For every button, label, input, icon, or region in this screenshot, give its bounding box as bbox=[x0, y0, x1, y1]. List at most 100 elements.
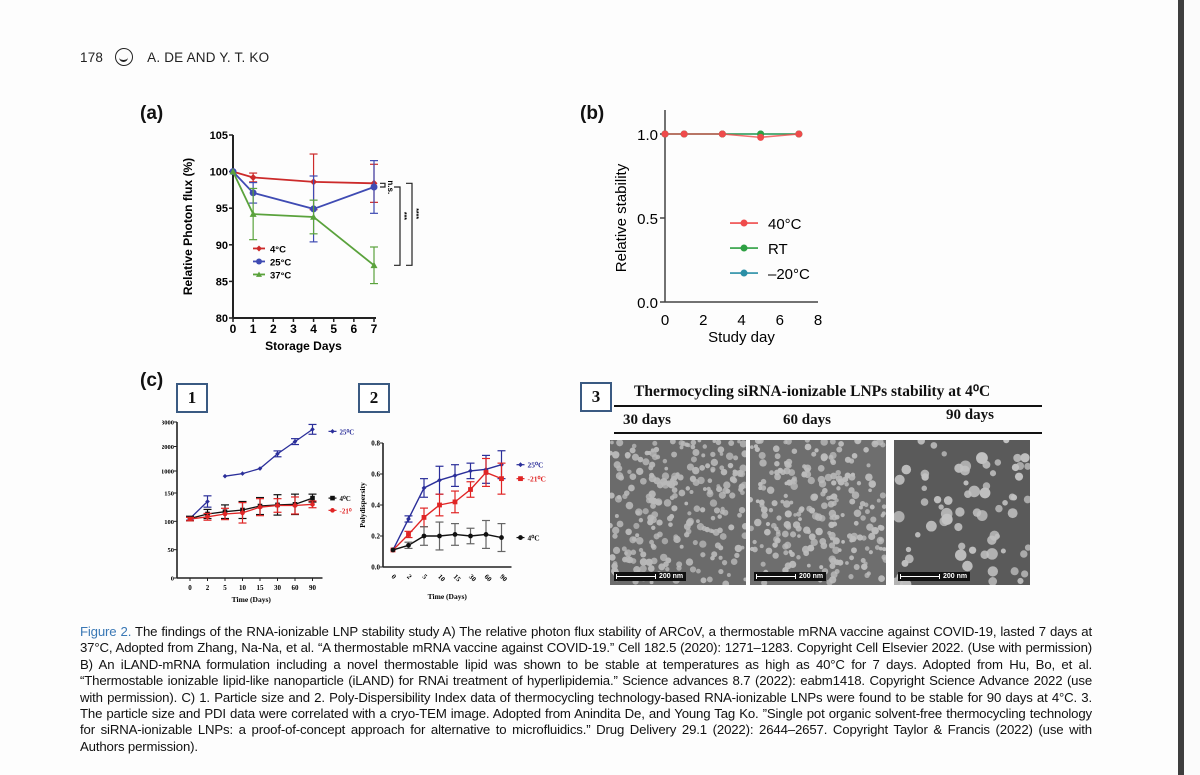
nanoparticle bbox=[771, 500, 778, 507]
nanoparticle bbox=[649, 580, 654, 585]
nanoparticle bbox=[817, 464, 825, 472]
nanoparticle bbox=[612, 546, 621, 554]
nanoparticle bbox=[921, 485, 928, 492]
nanoparticle bbox=[649, 539, 654, 545]
nanoparticle bbox=[685, 486, 691, 491]
nanoparticle bbox=[616, 495, 622, 500]
nanoparticle bbox=[753, 518, 762, 527]
nanoparticle bbox=[624, 451, 631, 459]
nanoparticle bbox=[766, 486, 775, 494]
legend-marker bbox=[740, 269, 748, 277]
nanoparticle bbox=[741, 450, 746, 458]
nanoparticle bbox=[739, 440, 746, 448]
bracket-ns bbox=[380, 182, 386, 188]
nanoparticle bbox=[704, 526, 710, 533]
nanoparticle bbox=[618, 474, 625, 481]
nanoparticle bbox=[797, 534, 801, 538]
nanoparticle bbox=[829, 563, 836, 570]
nanoparticle bbox=[714, 542, 721, 549]
data-point bbox=[437, 502, 442, 508]
nanoparticle bbox=[820, 491, 826, 497]
nanoparticle bbox=[854, 440, 862, 445]
nanoparticle bbox=[879, 492, 886, 499]
series-line bbox=[392, 533, 502, 551]
legend-label: 25°C bbox=[270, 257, 291, 268]
page-edge bbox=[1178, 0, 1200, 775]
nanoparticle bbox=[856, 534, 864, 541]
y-tick-label: 3000 bbox=[162, 420, 174, 427]
nanoparticle bbox=[701, 453, 706, 458]
nanoparticle bbox=[699, 465, 705, 471]
data-point bbox=[452, 532, 458, 537]
x-tick-label: 2 bbox=[699, 312, 707, 329]
x-tick-label: 10 bbox=[239, 584, 247, 592]
nanoparticle bbox=[610, 440, 614, 445]
data-point bbox=[222, 511, 228, 517]
nanoparticle bbox=[710, 555, 715, 561]
nanoparticle bbox=[669, 513, 675, 520]
nanoparticle bbox=[933, 495, 942, 504]
nanoparticle bbox=[707, 478, 713, 484]
x-tick-label: 2 bbox=[206, 584, 210, 592]
series-line bbox=[232, 170, 375, 210]
panel-label-b: (b) bbox=[580, 103, 605, 124]
data-point bbox=[468, 468, 473, 474]
nanoparticle bbox=[754, 440, 762, 445]
nanoparticle bbox=[755, 499, 760, 504]
data-point bbox=[310, 502, 315, 507]
nanoparticle bbox=[850, 472, 856, 477]
nanoparticle bbox=[719, 465, 725, 471]
nanoparticle bbox=[938, 504, 944, 510]
nanoparticle bbox=[789, 551, 795, 558]
x-tick-label: 5 bbox=[223, 584, 227, 592]
nanoparticle bbox=[943, 496, 953, 505]
nanoparticle bbox=[837, 548, 842, 553]
nanoparticle bbox=[784, 562, 792, 570]
nanoparticle bbox=[789, 531, 797, 538]
y-tick-label: 0 bbox=[171, 576, 174, 583]
nanoparticle bbox=[659, 553, 668, 562]
nanoparticle bbox=[760, 478, 767, 485]
nanoparticle bbox=[705, 463, 711, 469]
nanoparticle bbox=[774, 473, 781, 481]
nanoparticle bbox=[866, 571, 871, 576]
nanoparticle bbox=[627, 469, 632, 474]
nanoparticle bbox=[868, 488, 872, 493]
data-point bbox=[757, 133, 765, 141]
nanoparticle bbox=[802, 464, 807, 469]
nanoparticle bbox=[610, 522, 613, 529]
nanoparticle bbox=[729, 492, 736, 499]
nanoparticle bbox=[669, 440, 676, 445]
nanoparticle bbox=[678, 440, 685, 446]
nanoparticle bbox=[1008, 493, 1016, 501]
nanoparticle bbox=[781, 530, 789, 538]
nanoparticle bbox=[810, 538, 818, 547]
nanoparticle bbox=[639, 565, 647, 573]
nanoparticle bbox=[830, 472, 837, 480]
nanoparticle bbox=[713, 507, 721, 514]
nanoparticle bbox=[850, 532, 859, 541]
nanoparticle bbox=[692, 448, 700, 456]
legend-marker bbox=[740, 244, 748, 252]
nanoparticle bbox=[678, 489, 686, 497]
nanoparticle bbox=[673, 535, 681, 544]
nanoparticle bbox=[827, 530, 832, 536]
nanoparticle bbox=[760, 485, 767, 491]
y-tick-label: 0.0 bbox=[371, 564, 380, 572]
nanoparticle bbox=[1000, 548, 1006, 554]
nanoparticle bbox=[649, 472, 655, 478]
legend-marker bbox=[740, 219, 748, 227]
nanoparticle bbox=[820, 455, 828, 462]
nanoparticle bbox=[880, 442, 886, 448]
legend-label: 25⁰C bbox=[340, 428, 355, 436]
nanoparticle bbox=[832, 521, 838, 527]
series-line bbox=[232, 171, 375, 266]
data-point bbox=[406, 532, 411, 537]
y-tick-label: 1000 bbox=[162, 469, 174, 476]
tem-image-90-days: 200 nm bbox=[894, 440, 1030, 585]
nanoparticle bbox=[785, 440, 792, 445]
nanoparticle bbox=[814, 448, 819, 453]
nanoparticle bbox=[650, 557, 658, 565]
nanoparticle bbox=[851, 547, 857, 554]
nanoparticle bbox=[930, 442, 938, 449]
